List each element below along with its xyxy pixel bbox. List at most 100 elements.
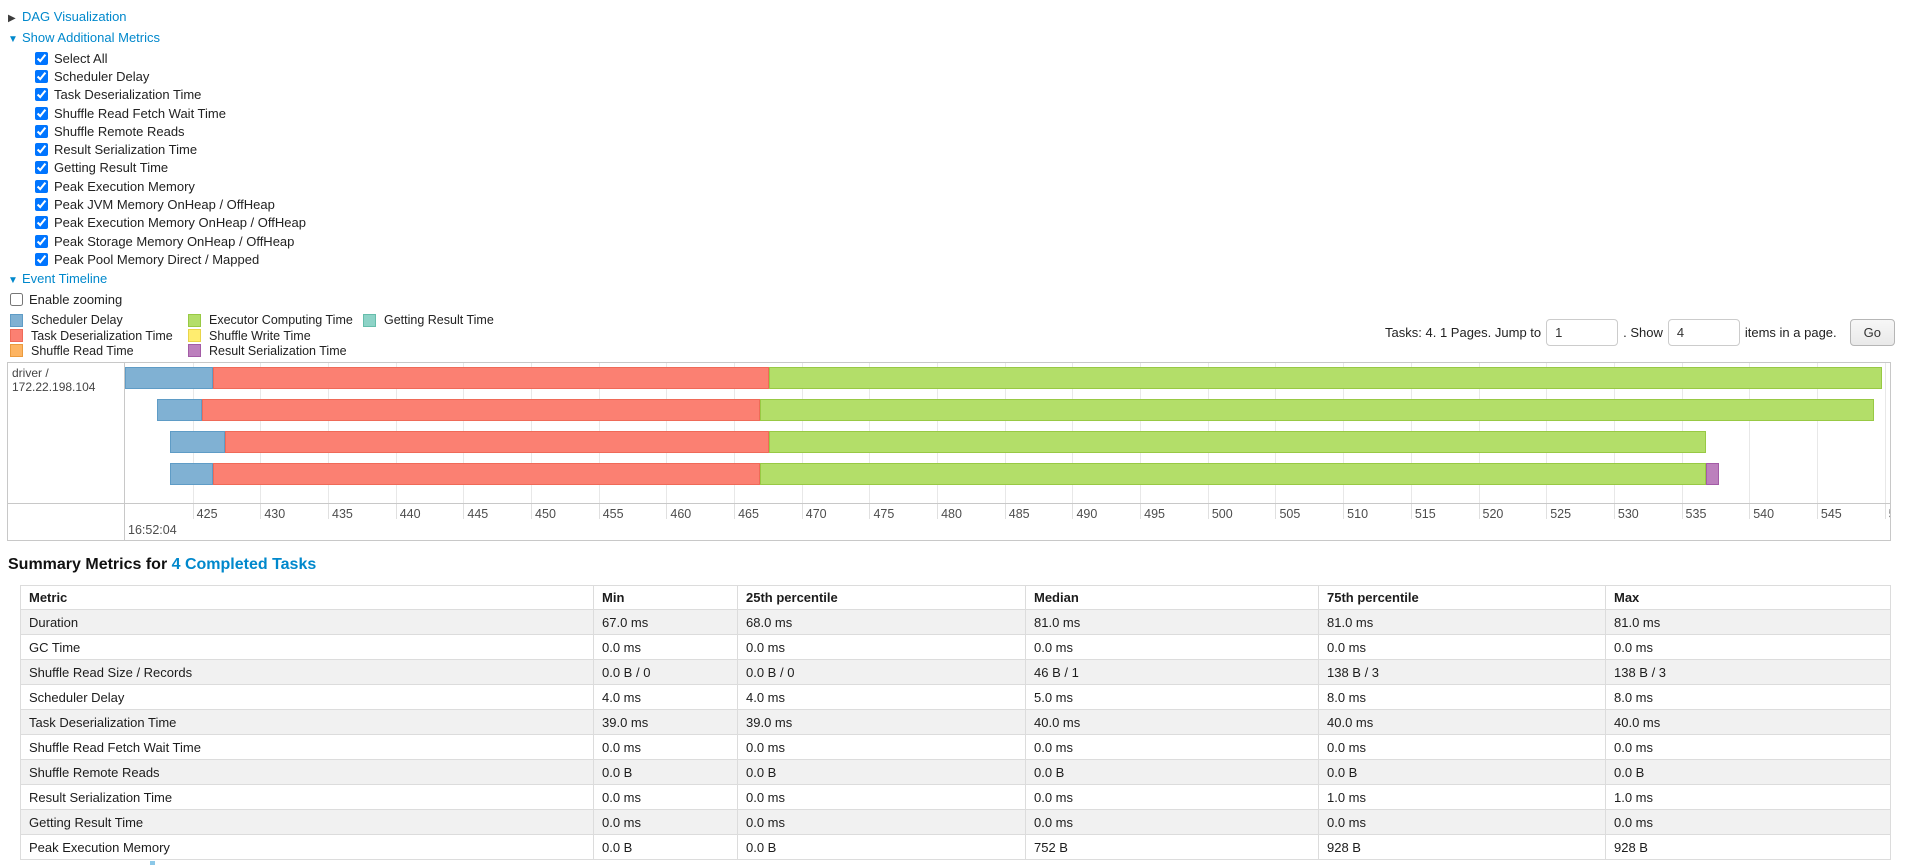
task-bar-segment-executor-computing[interactable] xyxy=(769,367,1882,390)
metric-checkbox-result-serialization-time[interactable]: Result Serialization Time xyxy=(35,140,1899,158)
metric-name-cell: Scheduler Delay xyxy=(20,684,594,711)
event-timeline-toggle[interactable]: ▼ Event Timeline xyxy=(8,269,1899,290)
checkbox[interactable] xyxy=(35,88,48,102)
axis-tick-label: 485 xyxy=(1008,507,1030,522)
metric-checkbox-getting-result-time[interactable]: Getting Result Time xyxy=(35,159,1899,177)
metric-checkbox-peak-pool-memory-direct-mapped[interactable]: Peak Pool Memory Direct / Mapped xyxy=(35,250,1899,268)
metric-checkbox-shuffle-read-fetch-wait-time[interactable]: Shuffle Read Fetch Wait Time xyxy=(35,104,1899,122)
metric-checkbox-scheduler-delay[interactable]: Scheduler Delay xyxy=(35,67,1899,85)
table-row-shuffle-read-fetch-wait-time: Shuffle Read Fetch Wait Time 0.0 ms 0.0 ms… xyxy=(20,734,1891,761)
checkbox[interactable] xyxy=(35,106,48,120)
axis-tick xyxy=(395,504,397,520)
metric-name-cell: Peak Execution Memory xyxy=(20,834,594,861)
metric-value-cell: 0.0 B xyxy=(1605,759,1891,786)
axis-tick-label: 450 xyxy=(535,507,556,522)
go-button[interactable]: Go xyxy=(1849,318,1895,346)
checkbox[interactable] xyxy=(35,143,48,157)
task-bar-segment-scheduler-delay[interactable] xyxy=(157,399,203,422)
task-bar-segment-executor-computing[interactable] xyxy=(769,431,1706,454)
legend-item-shuffle-write-time: Shuffle Write Time xyxy=(188,328,363,343)
task-bar-segment-result-serialization[interactable] xyxy=(1705,463,1720,486)
axis-tick xyxy=(463,504,465,520)
task-bar-segment-scheduler-delay[interactable] xyxy=(169,431,226,454)
legend-label: Getting Result Time xyxy=(384,313,494,328)
expanded-arrow-icon: ▼ xyxy=(8,274,18,286)
axis-tick xyxy=(734,504,736,520)
axis-tick-label: 435 xyxy=(332,507,353,522)
checkbox[interactable] xyxy=(35,51,48,65)
axis-tick xyxy=(192,504,194,520)
metric-value-cell: 0.0 B xyxy=(593,759,738,786)
axis-tick xyxy=(1072,504,1074,520)
metric-value-cell: 0.0 B xyxy=(593,834,738,861)
metric-value-cell: 0.0 B xyxy=(737,834,1026,861)
metric-checkbox-peak-execution-memory-onheap-offheap[interactable]: Peak Execution Memory OnHeap / OffHeap xyxy=(35,214,1899,232)
metric-checkbox-list: Select All Scheduler Delay Task Deserializ… xyxy=(8,49,1899,269)
task-bar-segment-scheduler-delay[interactable] xyxy=(169,463,213,486)
dag-visualization-toggle[interactable]: ▶ DAG Visualization xyxy=(8,7,1899,28)
table-row-gc-time: GC Time 0.0 ms 0.0 ms 0.0 ms 0.0 ms 0.0 ms xyxy=(20,634,1891,661)
metric-value-cell: 0.0 ms xyxy=(737,809,1026,836)
legend-swatch-icon xyxy=(10,313,23,327)
axis-tick xyxy=(1207,504,1209,520)
jump-to-page-input[interactable] xyxy=(1546,318,1619,346)
axis-tick xyxy=(1410,504,1412,520)
column-header-max: Max xyxy=(1605,585,1891,611)
metric-checkbox-shuffle-remote-reads[interactable]: Shuffle Remote Reads xyxy=(35,122,1899,140)
checkbox[interactable] xyxy=(35,216,48,230)
summary-metrics-table: Metric Min 25th percentile Median 75th perce… xyxy=(20,585,1891,861)
checkbox-label: Peak Pool Memory Direct / Mapped xyxy=(54,251,260,267)
metric-value-cell: 39.0 ms xyxy=(593,709,738,736)
axis-tick-label: 480 xyxy=(941,507,962,522)
pagination-show-text: . Show xyxy=(1623,324,1663,340)
metric-checkbox-peak-jvm-memory-onheap-offheap[interactable]: Peak JVM Memory OnHeap / OffHeap xyxy=(35,195,1899,213)
show-additional-metrics-toggle[interactable]: ▼ Show Additional Metrics xyxy=(8,28,1899,49)
axis-tick-label: 445 xyxy=(467,507,489,522)
metric-value-cell: 1.0 ms xyxy=(1605,784,1891,811)
table-row-result-serialization-time: Result Serialization Time 0.0 ms 0.0 ms 0.0… xyxy=(20,784,1891,811)
checkbox[interactable] xyxy=(35,198,48,212)
checkbox-label: Getting Result Time xyxy=(54,160,169,176)
gridline xyxy=(1884,363,1886,504)
metric-value-cell: 67.0 ms xyxy=(593,609,738,636)
items-per-page-input[interactable] xyxy=(1667,318,1740,346)
task-bar-segment-task-deserialization[interactable] xyxy=(225,431,770,454)
checkbox[interactable] xyxy=(35,161,48,175)
metric-checkbox-select-all[interactable]: Select All xyxy=(35,49,1899,67)
timeline-legend: Scheduler Delay Task Deserialization Time… xyxy=(10,313,494,359)
task-bar-segment-executor-computing[interactable] xyxy=(759,463,1706,486)
checkbox[interactable] xyxy=(35,252,48,266)
enable-zooming-checkbox[interactable] xyxy=(10,293,23,307)
clipped-next-section-element xyxy=(150,861,155,865)
axis-tick-label: 505 xyxy=(1279,507,1301,522)
task-bar-segment-task-deserialization[interactable] xyxy=(212,367,770,390)
metric-name-cell: Shuffle Read Size / Records xyxy=(20,659,594,686)
axis-tick-label: 520 xyxy=(1482,507,1504,522)
metric-value-cell: 0.0 B xyxy=(1318,759,1606,786)
checkbox[interactable] xyxy=(35,234,48,248)
metric-value-cell: 0.0 ms xyxy=(1025,809,1319,836)
checkbox[interactable] xyxy=(35,179,48,193)
metric-value-cell: 4.0 ms xyxy=(593,684,738,711)
legend-swatch-icon xyxy=(10,329,23,342)
metric-checkbox-task-deserialization-time[interactable]: Task Deserialization Time xyxy=(35,86,1899,104)
metric-checkbox-peak-storage-memory-onheap-offheap[interactable]: Peak Storage Memory OnHeap / OffHeap xyxy=(35,232,1899,250)
task-bar-segment-scheduler-delay[interactable] xyxy=(125,367,213,390)
task-bar-segment-task-deserialization[interactable] xyxy=(202,399,760,422)
checkbox[interactable] xyxy=(35,124,48,138)
task-bar-segment-executor-computing[interactable] xyxy=(759,399,1874,422)
completed-tasks-link[interactable]: 4 Completed Tasks xyxy=(171,556,317,574)
axis-tick-label: 440 xyxy=(399,507,421,522)
axis-tick-label: 540 xyxy=(1753,507,1775,522)
enable-zooming-label: Enable zooming xyxy=(29,292,123,308)
metric-value-cell: 46 B / 1 xyxy=(1025,659,1319,686)
metric-value-cell: 138 B / 3 xyxy=(1318,659,1606,686)
metric-checkbox-peak-execution-memory[interactable]: Peak Execution Memory xyxy=(35,177,1899,195)
metric-value-cell: 0.0 ms xyxy=(1025,734,1319,761)
checkbox[interactable] xyxy=(35,69,48,83)
metric-value-cell: 0.0 ms xyxy=(1318,734,1606,761)
task-bar-segment-task-deserialization[interactable] xyxy=(212,463,760,486)
metric-value-cell: 40.0 ms xyxy=(1025,709,1319,736)
metric-value-cell: 0.0 ms xyxy=(1318,634,1606,661)
enable-zooming-row[interactable]: Enable zooming xyxy=(8,291,1899,309)
